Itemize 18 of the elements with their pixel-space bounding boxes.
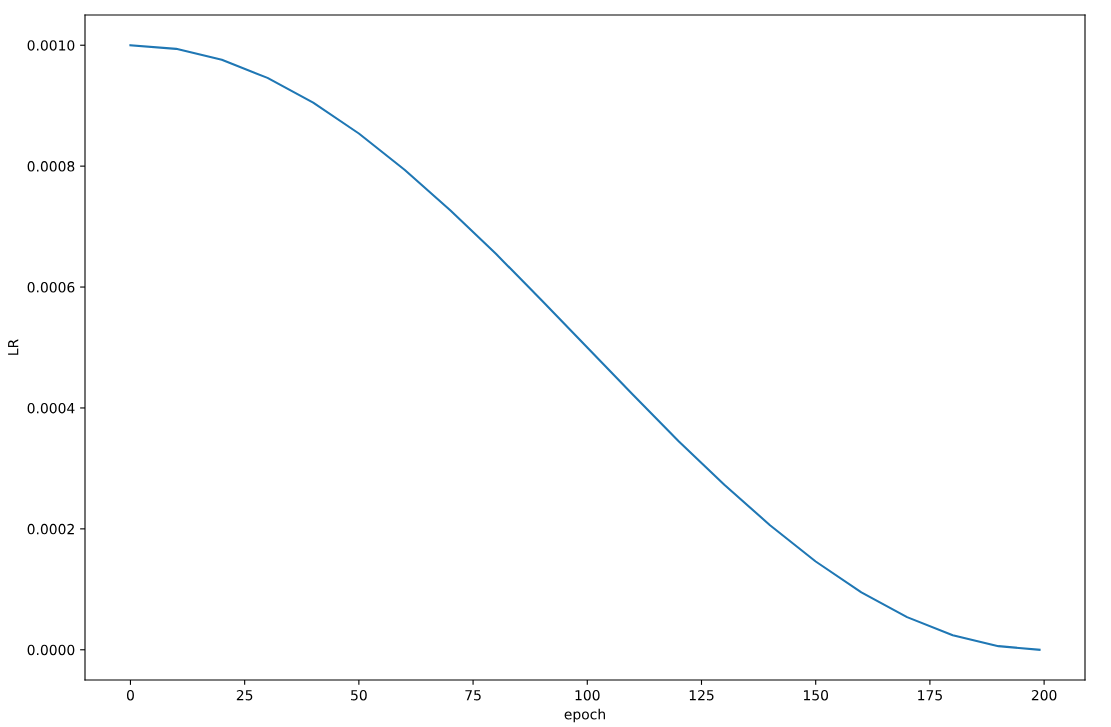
x-tick-label: 0 <box>126 689 134 701</box>
x-axis-title: epoch <box>564 708 605 723</box>
y-tick-label: 0.0004 <box>27 402 75 414</box>
y-tick-label: 0.0002 <box>27 523 74 535</box>
x-tick-label: 125 <box>689 689 714 701</box>
y-tick-label: 0.0006 <box>27 282 75 293</box>
x-tick-label: 75 <box>465 690 481 701</box>
x-tick-label: 150 <box>803 689 829 701</box>
x-tick-label: 200 <box>1031 689 1057 701</box>
x-tick-label: 175 <box>918 690 942 701</box>
line-series <box>129 44 1041 651</box>
x-tick-label: 100 <box>575 689 600 701</box>
y-axis-title: LR <box>8 339 19 355</box>
x-tick-label: 50 <box>351 689 367 701</box>
x-tick-label: 25 <box>236 689 253 701</box>
y-tick-label: 0.0000 <box>27 644 75 656</box>
y-tick-label: 0.0008 <box>27 161 75 172</box>
y-tick-label: 0.0010 <box>27 40 75 51</box>
